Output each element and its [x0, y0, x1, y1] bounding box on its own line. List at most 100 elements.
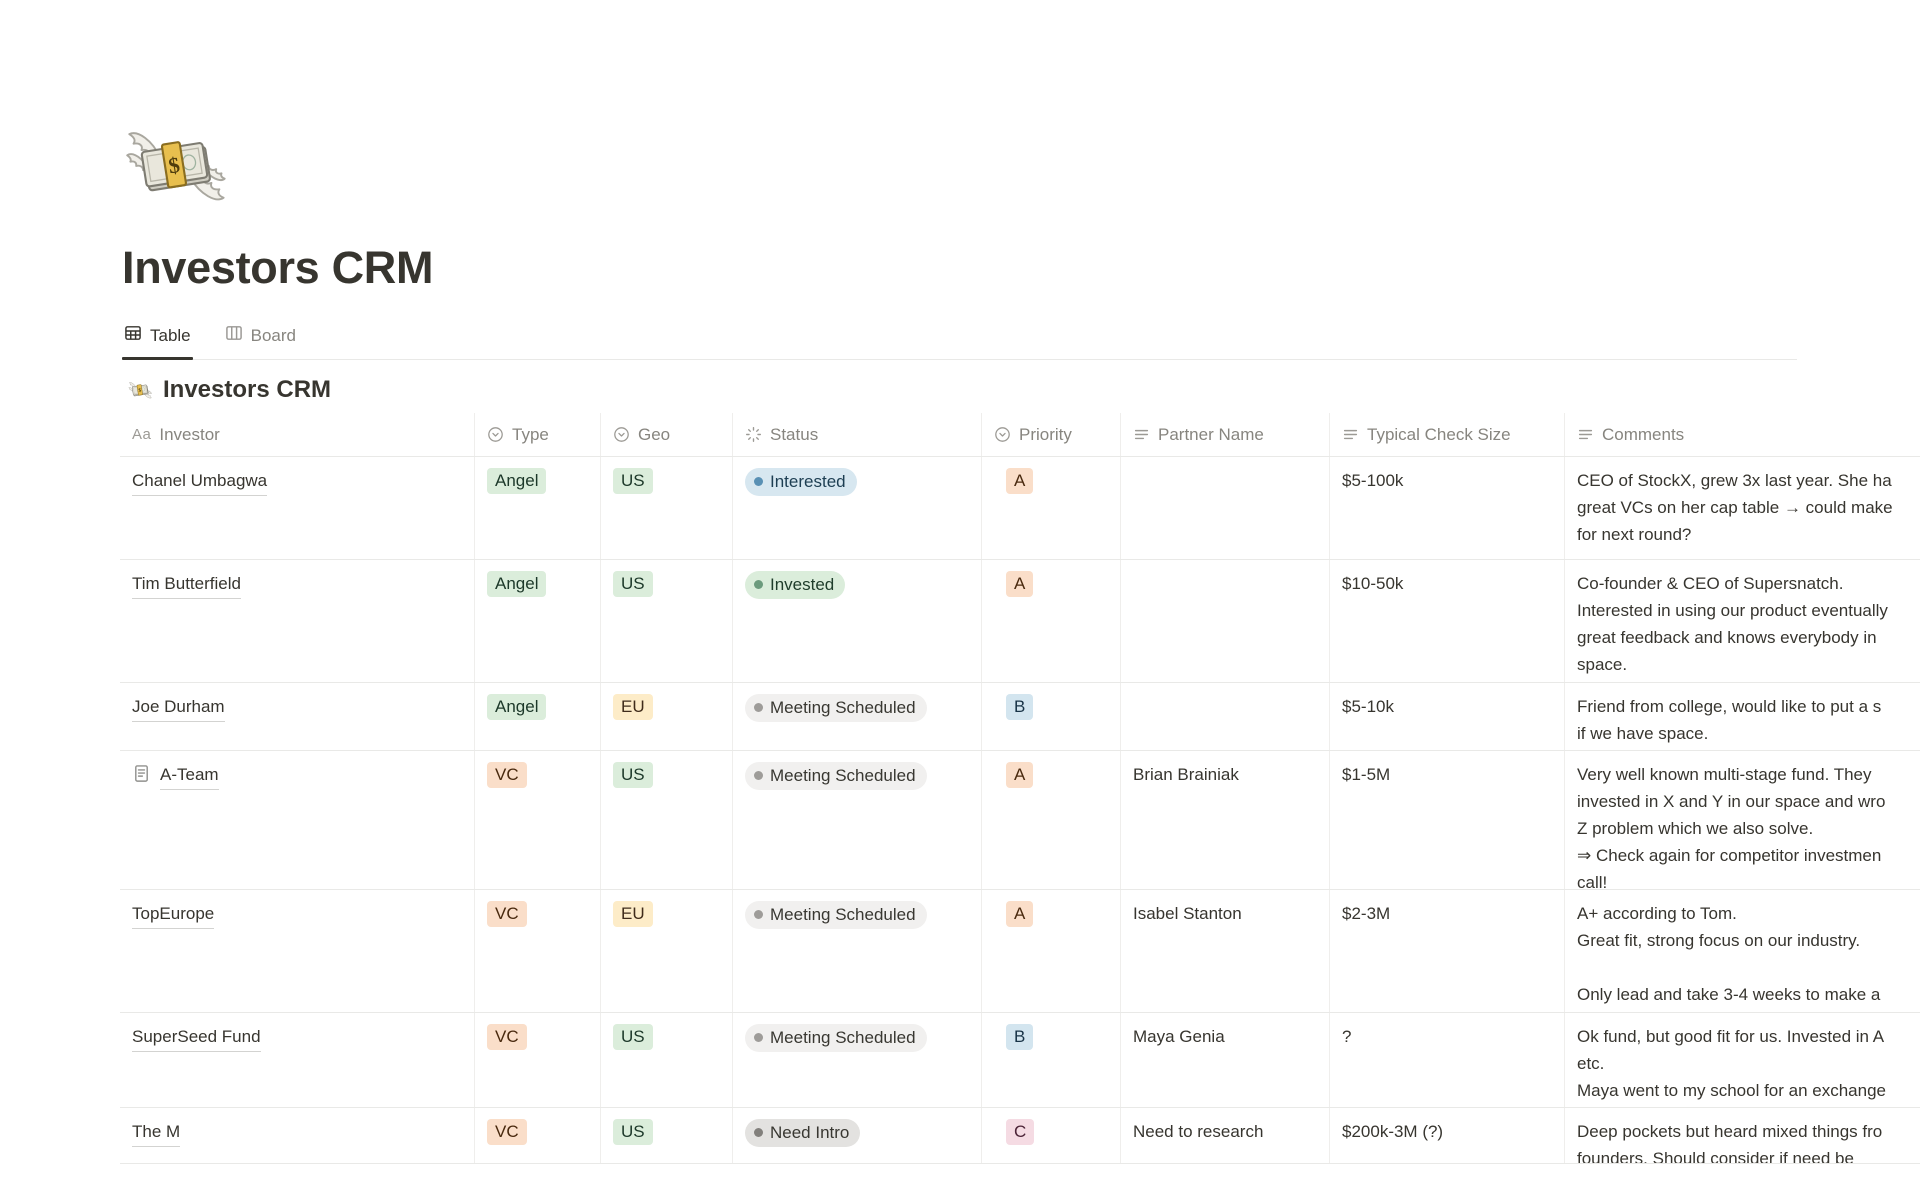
geo-cell[interactable]: US: [601, 751, 733, 889]
check-size-cell[interactable]: $2-3M: [1330, 890, 1565, 1012]
investor-cell[interactable]: A-Team: [120, 751, 475, 889]
column-header-label: Priority: [1019, 424, 1072, 444]
type-cell[interactable]: VC: [475, 751, 601, 889]
column-header-type[interactable]: Type: [475, 413, 601, 456]
status-dot-icon: [754, 910, 763, 919]
check-size-cell[interactable]: $1-5M: [1330, 751, 1565, 889]
type-cell[interactable]: Angel: [475, 560, 601, 682]
status-cell[interactable]: Meeting Scheduled: [733, 683, 982, 750]
column-header-investor[interactable]: Aa Investor: [120, 413, 475, 456]
status-dot-icon: [754, 771, 763, 780]
investor-cell[interactable]: SuperSeed Fund: [120, 1013, 475, 1107]
geo-tag: EU: [613, 901, 653, 927]
status-cell[interactable]: Invested: [733, 560, 982, 682]
comments-cell[interactable]: Friend from college, would like to put a…: [1577, 697, 1882, 743]
status-label: Meeting Scheduled: [770, 697, 916, 717]
investor-cell[interactable]: Chanel Umbagwa: [120, 457, 475, 559]
column-header-label: Status: [770, 424, 819, 444]
partner-name-cell[interactable]: Need to research: [1121, 1108, 1330, 1163]
partner-name-cell[interactable]: [1121, 683, 1330, 750]
priority-cell[interactable]: A: [982, 457, 1121, 559]
investor-name[interactable]: Chanel Umbagwa: [132, 467, 268, 496]
investor-name[interactable]: Joe Durham: [132, 693, 225, 722]
geo-cell[interactable]: US: [601, 1108, 733, 1163]
type-tag: VC: [487, 762, 527, 788]
investor-name[interactable]: SuperSeed Fund: [132, 1023, 261, 1052]
type-tag: Angel: [487, 468, 547, 494]
status-label: Meeting Scheduled: [770, 1027, 916, 1047]
status-dot-icon: [754, 703, 763, 712]
board-view-icon: [225, 324, 243, 347]
geo-cell[interactable]: US: [601, 560, 733, 682]
comments-cell[interactable]: CEO of StockX, grew 3x last year. She ha…: [1577, 471, 1893, 544]
comments-cell[interactable]: Ok fund, but good fit for us. Invested i…: [1577, 1027, 1886, 1100]
column-header-partner-name[interactable]: Partner Name: [1121, 413, 1330, 456]
investor-name[interactable]: The M: [132, 1118, 181, 1147]
investor-name[interactable]: TopEurope: [132, 900, 215, 929]
status-pill: Interested: [745, 467, 857, 496]
priority-cell[interactable]: A: [982, 751, 1121, 889]
column-header-comments[interactable]: Comments: [1565, 413, 1920, 456]
type-cell[interactable]: VC: [475, 1013, 601, 1107]
table-row: TopEurope VC EU Meeting Scheduled A Isabel St…: [120, 890, 1920, 1013]
check-size-cell[interactable]: $5-10k: [1330, 683, 1565, 750]
status-dot-icon: [754, 1128, 763, 1137]
tab-board[interactable]: Board: [223, 316, 298, 359]
table-row: A-Team VC US Meeting Scheduled A Brian Braini…: [120, 751, 1920, 890]
type-cell[interactable]: VC: [475, 1108, 601, 1163]
database-title-text: Investors CRM: [163, 376, 332, 403]
investor-cell[interactable]: Joe Durham: [120, 683, 475, 750]
priority-cell[interactable]: B: [982, 683, 1121, 750]
column-header-status[interactable]: Status: [733, 413, 982, 456]
column-header-label: Comments: [1602, 424, 1685, 444]
investor-name[interactable]: Tim Butterfield: [132, 570, 241, 599]
money-with-wings-emoji[interactable]: $: [124, 114, 230, 220]
check-size-cell[interactable]: $10-50k: [1330, 560, 1565, 682]
table-body: Chanel Umbagwa Angel US Interested A $5-100k C…: [120, 457, 1920, 1164]
check-size-cell[interactable]: $5-100k: [1330, 457, 1565, 559]
column-header-geo[interactable]: Geo: [601, 413, 733, 456]
status-label: Interested: [770, 471, 846, 491]
status-cell[interactable]: Meeting Scheduled: [733, 751, 982, 889]
priority-cell[interactable]: A: [982, 890, 1121, 1012]
status-cell[interactable]: Need Intro: [733, 1108, 982, 1163]
geo-cell[interactable]: EU: [601, 890, 733, 1012]
investor-name[interactable]: A-Team: [160, 761, 219, 790]
geo-cell[interactable]: EU: [601, 683, 733, 750]
comments-cell[interactable]: A+ according to Tom. Great fit, strong f…: [1577, 904, 1881, 1004]
partner-name-cell[interactable]: [1121, 560, 1330, 682]
priority-tag: A: [1006, 468, 1034, 494]
status-cell[interactable]: Interested: [733, 457, 982, 559]
geo-cell[interactable]: US: [601, 457, 733, 559]
priority-tag: A: [1006, 762, 1034, 788]
column-header-priority[interactable]: Priority: [982, 413, 1121, 456]
status-cell[interactable]: Meeting Scheduled: [733, 1013, 982, 1107]
investor-cell[interactable]: Tim Butterfield: [120, 560, 475, 682]
tab-table[interactable]: Table: [122, 316, 193, 360]
svg-text:$: $: [138, 386, 142, 393]
check-size-cell[interactable]: $200k-3M (?): [1330, 1108, 1565, 1163]
investor-cell[interactable]: The M: [120, 1108, 475, 1163]
status-cell[interactable]: Meeting Scheduled: [733, 890, 982, 1012]
partner-name-cell[interactable]: Maya Genia: [1121, 1013, 1330, 1107]
comments-cell[interactable]: Deep pockets but heard mixed things fro …: [1577, 1122, 1883, 1164]
priority-cell[interactable]: B: [982, 1013, 1121, 1107]
table-row: SuperSeed Fund VC US Meeting Scheduled B Maya…: [120, 1013, 1920, 1108]
priority-cell[interactable]: A: [982, 560, 1121, 682]
column-header-typical-check-size[interactable]: Typical Check Size: [1330, 413, 1565, 456]
comments-cell[interactable]: Very well known multi-stage fund. They i…: [1577, 765, 1886, 890]
partner-name-cell[interactable]: [1121, 457, 1330, 559]
investor-cell[interactable]: TopEurope: [120, 890, 475, 1012]
type-cell[interactable]: Angel: [475, 457, 601, 559]
comments-cell[interactable]: Co-founder & CEO of Supersnatch. Interes…: [1577, 574, 1888, 674]
geo-cell[interactable]: US: [601, 1013, 733, 1107]
text-icon: [1133, 426, 1150, 443]
priority-cell[interactable]: C: [982, 1108, 1121, 1163]
partner-name-cell[interactable]: Isabel Stanton: [1121, 890, 1330, 1012]
partner-name-cell[interactable]: Brian Brainiak: [1121, 751, 1330, 889]
check-size-cell[interactable]: ?: [1330, 1013, 1565, 1107]
type-cell[interactable]: Angel: [475, 683, 601, 750]
page-title[interactable]: Investors CRM: [122, 242, 434, 293]
type-cell[interactable]: VC: [475, 890, 601, 1012]
